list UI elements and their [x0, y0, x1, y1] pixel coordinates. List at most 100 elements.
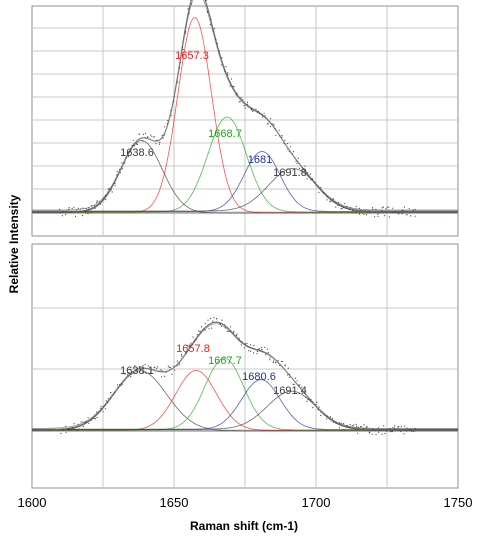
data-point	[375, 430, 377, 432]
data-point	[108, 187, 110, 189]
data-point	[256, 353, 258, 355]
data-point	[76, 210, 78, 212]
data-point	[205, 0, 207, 1]
data-point	[208, 328, 210, 330]
data-point	[73, 428, 75, 430]
data-point	[174, 369, 176, 371]
data-point	[358, 213, 361, 215]
data-point	[176, 365, 178, 367]
data-point	[238, 101, 240, 103]
data-point	[372, 207, 374, 209]
data-point	[82, 207, 84, 209]
data-point	[326, 199, 328, 201]
data-point	[258, 112, 260, 114]
data-point	[414, 215, 416, 217]
data-point	[236, 333, 238, 335]
data-point	[170, 109, 172, 111]
data-point	[187, 346, 189, 348]
data-point	[179, 67, 181, 69]
data-point	[68, 427, 70, 429]
data-point	[388, 216, 390, 218]
x-axis-label: Raman shift (cm-1)	[190, 519, 298, 533]
data-point	[176, 80, 178, 82]
data-point	[229, 85, 231, 87]
data-point	[124, 162, 126, 164]
data-point	[343, 423, 345, 425]
data-point	[338, 201, 340, 203]
data-point	[362, 428, 364, 430]
data-point	[390, 431, 392, 433]
data-point	[304, 389, 306, 391]
x-tick-labels: 1600 1650 1700 1750	[18, 495, 473, 510]
data-point	[149, 368, 151, 370]
data-point	[411, 430, 413, 433]
peak-label-1681: 1681	[248, 154, 272, 166]
data-point	[212, 30, 214, 32]
data-point	[206, 11, 209, 13]
data-point	[398, 213, 400, 215]
data-point	[164, 134, 166, 136]
data-point	[161, 134, 163, 136]
data-point	[187, 8, 189, 10]
data-point	[68, 207, 70, 209]
data-point	[256, 350, 258, 353]
x-tick-label: 1650	[160, 495, 189, 510]
data-point	[266, 348, 269, 350]
data-point	[145, 132, 147, 135]
data-point	[107, 398, 109, 400]
data-point	[224, 70, 226, 72]
data-point	[62, 211, 64, 213]
data-point	[151, 135, 153, 137]
data-point	[329, 201, 331, 203]
data-point	[408, 208, 410, 210]
data-point	[304, 165, 306, 167]
data-point	[142, 365, 144, 367]
data-point	[349, 426, 351, 428]
data-point	[296, 162, 298, 164]
data-point	[153, 366, 155, 368]
data-point	[323, 191, 325, 193]
data-point	[240, 344, 242, 346]
data-point	[216, 42, 218, 45]
data-point	[185, 30, 187, 33]
data-point	[381, 210, 383, 212]
data-point	[121, 383, 123, 386]
data-point	[301, 170, 303, 172]
data-point	[194, 341, 196, 343]
data-point	[299, 167, 301, 169]
fit-envelope	[32, 321, 458, 431]
data-point	[144, 363, 146, 366]
data-point	[153, 136, 155, 138]
data-point	[76, 430, 78, 432]
data-point	[344, 202, 346, 204]
data-point	[414, 208, 416, 211]
data-point	[269, 359, 271, 361]
data-point	[124, 372, 126, 375]
component-curve-1691-8	[32, 168, 458, 212]
data-point	[196, 334, 198, 336]
data-point	[235, 334, 238, 337]
data-point	[144, 137, 146, 139]
data-point	[230, 326, 232, 328]
data-point	[118, 168, 121, 170]
data-point	[394, 211, 396, 213]
data-point	[130, 150, 132, 152]
data-point	[403, 433, 405, 435]
data-point	[310, 399, 312, 401]
data-point	[65, 214, 67, 216]
data-point	[150, 134, 152, 136]
data-point	[414, 430, 416, 432]
data-point	[302, 392, 304, 394]
data-point	[135, 143, 138, 145]
data-point	[287, 367, 289, 369]
data-point	[199, 330, 201, 332]
data-point	[77, 423, 79, 425]
data-point	[377, 215, 379, 217]
data-point	[218, 52, 220, 54]
data-point	[301, 168, 304, 171]
data-point	[289, 373, 291, 376]
data-point	[349, 207, 352, 209]
raw-envelope	[32, 323, 458, 429]
data-point	[215, 318, 218, 320]
